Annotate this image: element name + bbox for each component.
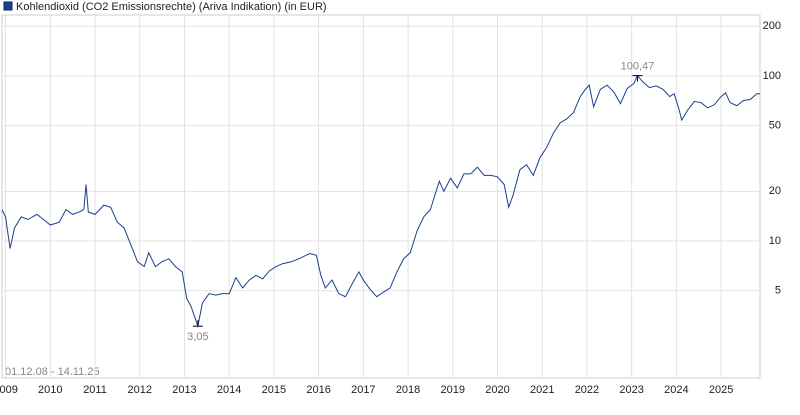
- x-tick-label: 2019: [441, 384, 465, 396]
- x-tick-label: 2018: [396, 384, 420, 396]
- y-tick-label: 200: [763, 20, 781, 32]
- date-range: 01.12.08 - 14.11.25: [5, 366, 100, 378]
- plot: 5 10 20 50 100 200 2009 2010 2011 2012 2013 2014 201…: [0, 14, 781, 396]
- x-tick-label: 2025: [709, 384, 733, 396]
- y-tick-label: 100: [763, 70, 781, 82]
- x-tick-label: 2010: [38, 384, 62, 396]
- x-tick-label: 2013: [172, 384, 196, 396]
- x-tick-label: 2021: [530, 384, 554, 396]
- x-tick-label: 2016: [306, 384, 330, 396]
- x-tick-label: 2017: [351, 384, 375, 396]
- y-tick-label: 5: [775, 285, 781, 297]
- x-tick-label: 2012: [127, 384, 151, 396]
- y-tick-label: 20: [769, 185, 781, 197]
- x-tick-label: 2022: [575, 384, 599, 396]
- x-tick-label: 2009: [0, 384, 18, 396]
- plot-frame: [1, 14, 761, 379]
- x-tick-label: 2024: [664, 384, 688, 396]
- legend-label: Kohlendioxid (CO2 Emissionsrechte) (Ariv…: [16, 1, 327, 13]
- x-tick-label: 2014: [217, 384, 241, 396]
- price-line: [1, 74, 760, 329]
- y-tick-label: 10: [769, 235, 781, 247]
- y-tick-label: 50: [769, 120, 781, 132]
- max-label: 100,47: [621, 61, 655, 73]
- legend-swatch: [3, 1, 13, 11]
- x-tick-label: 2023: [619, 384, 643, 396]
- x-tick-label: 2011: [83, 384, 107, 396]
- min-label: 3,05: [187, 331, 208, 343]
- x-tick-label: 2020: [485, 384, 509, 396]
- x-tick-label: 2015: [262, 384, 286, 396]
